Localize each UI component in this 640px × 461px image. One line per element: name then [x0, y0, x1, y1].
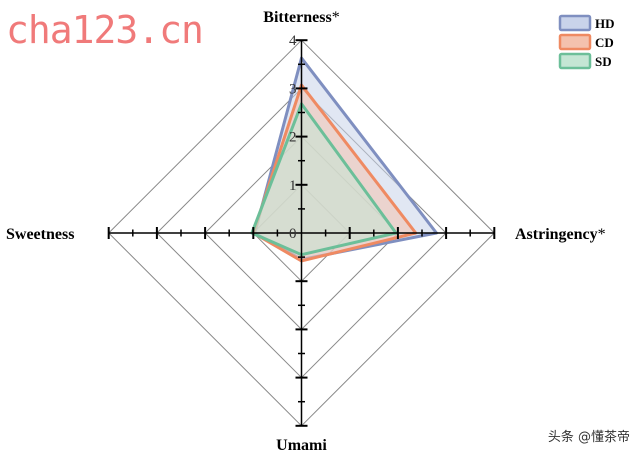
watermark-author: 头条 @懂茶帝 [547, 430, 630, 445]
tick-label: 2 [289, 130, 297, 146]
axis-label-sweetness: Sweetness [6, 226, 74, 243]
legend-label-cd: CD [595, 35, 614, 50]
tick-label: 0 [289, 226, 297, 242]
legend-swatch-cd [558, 33, 592, 51]
legend-swatch-sd [558, 52, 592, 70]
tick-label: 3 [289, 81, 297, 97]
axis-label-astringency: Astringency* [515, 226, 606, 243]
tick-label: 1 [289, 178, 297, 194]
axis-label-bitterness: Bitterness* [263, 9, 339, 26]
watermark-site: cha123.cn [6, 8, 204, 52]
legend-label-hd: HD [595, 16, 615, 31]
axis-label-umami: Umami [276, 437, 327, 454]
legend-label-sd: SD [595, 54, 612, 69]
tick-label: 4 [289, 33, 297, 49]
legend-swatch-hd [558, 14, 592, 32]
